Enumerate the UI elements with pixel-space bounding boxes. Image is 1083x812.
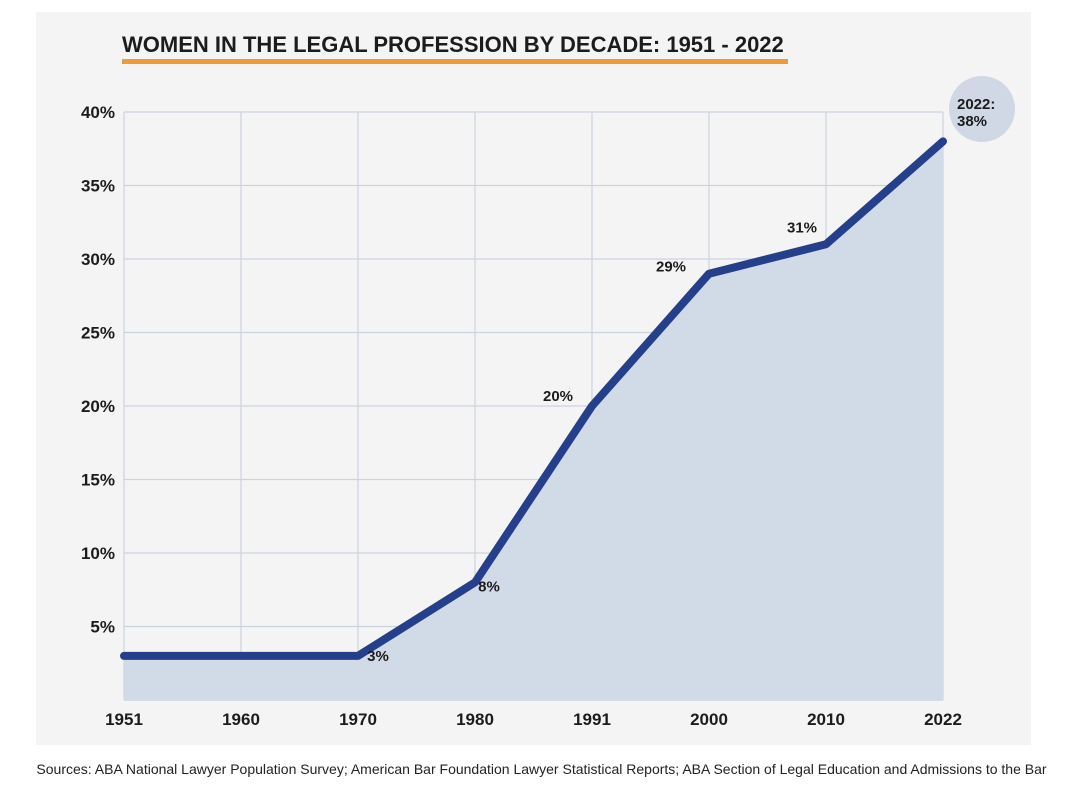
chart-svg: WOMEN IN THE LEGAL PROFESSION BY DECADE:… [81,32,1015,729]
chart-panel: WOMEN IN THE LEGAL PROFESSION BY DECADE:… [36,12,1031,745]
y-tick-label: 5% [90,618,115,637]
x-tick-label: 1951 [105,710,143,729]
y-tick-label: 35% [81,177,115,196]
data-label: 20% [543,388,573,405]
x-tick-label: 1980 [456,710,494,729]
data-labels: 3% 8% 20% 29% 31% 2022: 38% [367,76,1015,665]
data-point-1980 [472,579,478,586]
y-tick-label: 10% [81,544,115,563]
x-tick-label: 2010 [807,710,845,729]
chart-title-group: WOMEN IN THE LEGAL PROFESSION BY DECADE:… [122,32,788,64]
y-tick-label: 40% [81,103,115,122]
data-point-1970 [355,652,361,659]
x-tick-label: 2022 [924,710,962,729]
sources-note: Sources: ABA National Lawyer Population … [36,761,1047,777]
data-point-1951 [121,652,127,659]
series-line-group [120,137,947,660]
callout-bubble [949,76,1015,142]
data-label: 3% [367,648,389,665]
y-tick-label: 15% [81,471,115,490]
title-underline [122,59,788,64]
data-point-2010 [823,241,829,248]
data-label: 8% [478,578,500,595]
data-label: 29% [656,259,686,276]
series-line [120,137,947,660]
x-tick-label: 1991 [573,710,611,729]
y-tick-label: 20% [81,397,115,416]
x-tick-label: 1960 [222,710,260,729]
area-fill-group [124,141,943,700]
data-label: 31% [787,219,817,236]
area-fill [124,141,943,700]
x-axis: 1951 1960 1970 1980 1991 2000 2010 2022 [105,710,962,729]
chart-title: WOMEN IN THE LEGAL PROFESSION BY DECADE:… [122,32,784,57]
callout-label: 2022: 38% [957,96,995,130]
x-tick-label: 1970 [339,710,377,729]
y-axis: 5% 10% 15% 20% 25% 30% 35% 40% [81,103,115,637]
y-tick-label: 30% [81,250,115,269]
data-point-2000 [706,270,712,277]
y-tick-label: 25% [81,324,115,343]
data-point-2022 [940,138,946,145]
x-tick-label: 2000 [690,710,728,729]
data-point-1991 [589,403,595,409]
data-point-1960 [238,652,244,659]
